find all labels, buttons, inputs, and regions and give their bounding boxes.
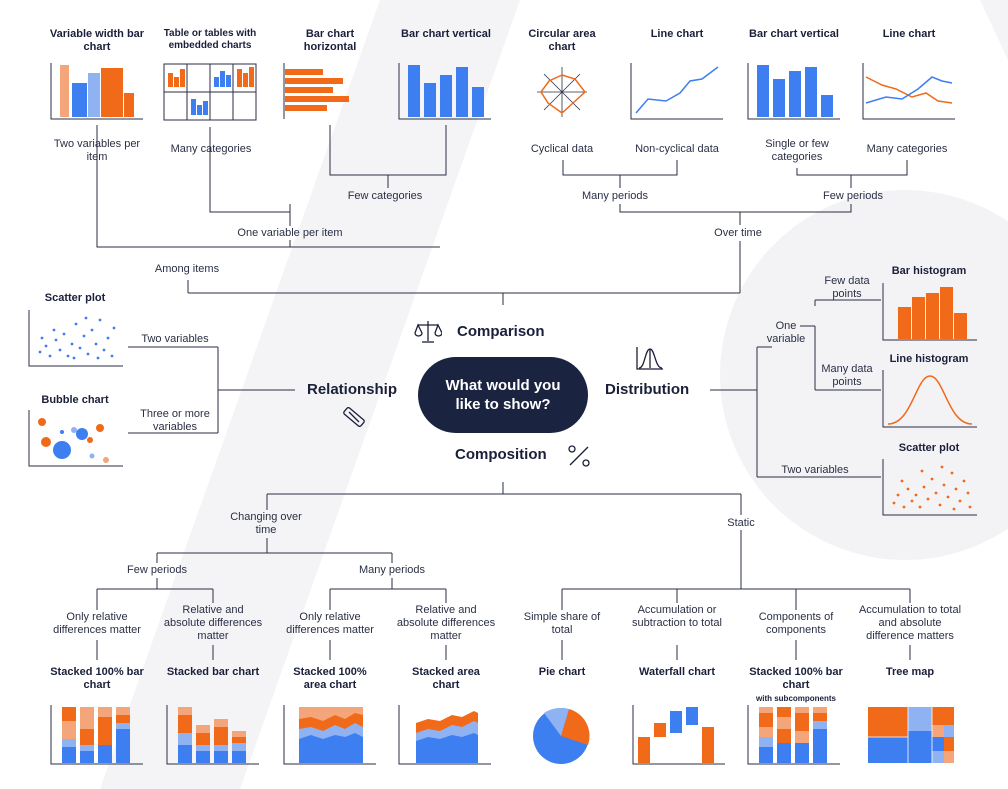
title-line-chart-2: Line chart: [882, 28, 936, 40]
title-bar-histogram: Bar histogram: [891, 265, 967, 277]
thumb-table-embedded: [163, 63, 257, 121]
title-bubble-chart: Bubble chart: [41, 394, 109, 406]
category-comparison: Comparison: [457, 323, 545, 340]
relationship-link-icon: [343, 407, 365, 427]
title-bar-chart-horizontal: Bar chart horizontal: [303, 28, 357, 53]
label-static: Static: [727, 517, 755, 529]
title-stacked-100-bar-subcomponents: Stacked 100% bar chart with subcomponents: [746, 666, 846, 705]
thumb-bar-horizontal: [283, 63, 349, 119]
title-tree-map: Tree map: [885, 666, 935, 678]
label-one-variable: One variable: [766, 320, 806, 345]
title-line-histogram: Line histogram: [889, 353, 969, 365]
thumb-line-histogram: [882, 370, 977, 428]
label-non-cyclical-data: Non-cyclical data: [635, 143, 719, 155]
label-many-periods: Many periods: [581, 190, 649, 202]
thumb-bubble-chart: [28, 410, 123, 467]
thumb-pie-chart: [533, 707, 590, 764]
category-relationship: Relationship: [307, 381, 398, 398]
title-scatter-plot-distribution: Scatter plot: [898, 442, 960, 454]
label-three-or-more-variables: Three or more variables: [140, 408, 210, 433]
title-bar-chart-vertical-1: Bar chart vertical: [401, 28, 491, 40]
label-many-categories-left: Many categories: [170, 143, 252, 155]
label-few-periods-composition: Few periods: [127, 564, 187, 576]
title-line-chart-1: Line chart: [650, 28, 704, 40]
thumb-bar-histogram: [882, 283, 977, 341]
label-two-variables-distribution: Two variables: [781, 464, 849, 476]
center-question: What would you like to show?: [418, 357, 588, 433]
title-stacked-bar-chart: Stacked bar chart: [166, 666, 260, 678]
label-few-categories: Few categories: [347, 190, 423, 202]
thumb-line-chart-1: [630, 63, 723, 120]
label-only-relative-1: Only relative differences matter: [53, 611, 141, 636]
label-relative-absolute-1: Relative and absolute differences matter: [163, 604, 263, 642]
label-two-variables-per-item: Two variables per item: [53, 138, 141, 163]
label-single-few-categories: Single or few categories: [765, 138, 829, 163]
label-components-of-components: Components of components: [758, 611, 834, 636]
title-scatter-plot-relationship: Scatter plot: [44, 292, 106, 304]
thumb-bar-vertical-1: [398, 63, 491, 120]
title-stacked-100-area-chart: Stacked 100% area chart: [293, 666, 367, 691]
center-question-text: What would you like to show?: [445, 377, 561, 413]
thumb-tree-map: [868, 707, 954, 763]
title-subcomponents-note: with subcomponents: [756, 694, 836, 703]
thumb-line-chart-2: [862, 63, 955, 120]
thumb-circular-area: [537, 67, 587, 117]
thumb-stacked-100-bar-sub: [747, 705, 840, 765]
label-relative-absolute-2: Relative and absolute differences matter: [396, 604, 496, 642]
label-among-items: Among items: [154, 263, 220, 275]
title-variable-width-bar-chart: Variable width bar chart: [49, 28, 145, 53]
label-many-data-points: Many data points: [821, 363, 873, 388]
thumb-waterfall: [632, 705, 725, 765]
label-few-periods: Few periods: [823, 190, 883, 202]
title-circular-area-chart: Circular area chart: [528, 28, 596, 53]
scales-icon: [414, 321, 442, 343]
label-one-variable-per-item: One variable per item: [237, 227, 343, 239]
label-accumulation-subtraction: Accumulation or subtraction to total: [632, 604, 722, 629]
title-waterfall-chart: Waterfall chart: [638, 666, 716, 678]
thumb-bar-vertical-2: [747, 63, 840, 120]
title-table-embedded-charts: Table or tables with embedded charts: [163, 28, 257, 51]
label-over-time: Over time: [714, 227, 762, 239]
label-few-data-points: Few data points: [824, 275, 870, 300]
category-distribution: Distribution: [605, 381, 690, 398]
label-many-categories-right: Many categories: [866, 143, 948, 155]
title-stacked-100-bar-subcomponents-main: Stacked 100% bar chart: [749, 666, 843, 691]
title-stacked-area-chart: Stacked area chart: [412, 666, 480, 691]
title-stacked-100-bar-chart: Stacked 100% bar chart: [50, 666, 144, 691]
thumb-scatter-relationship: [28, 310, 123, 367]
percent-icon: [568, 445, 590, 467]
bell-curve-icon: [636, 347, 663, 370]
label-many-periods-composition: Many periods: [358, 564, 426, 576]
thumb-scatter-distribution: [882, 459, 977, 516]
title-bar-chart-vertical-2: Bar chart vertical: [749, 28, 839, 40]
thumb-stacked-100-bar: [50, 705, 143, 765]
thumb-stacked-100-area: [283, 705, 376, 765]
label-two-variables: Two variables: [141, 333, 209, 345]
label-simple-share: Simple share of total: [523, 611, 601, 636]
title-pie-chart: Pie chart: [538, 666, 586, 678]
thumb-stacked-bar: [166, 705, 259, 765]
label-changing-over-time: Changing over time: [230, 511, 302, 536]
category-composition: Composition: [455, 446, 547, 463]
thumb-stacked-area: [398, 705, 491, 765]
label-only-relative-2: Only relative differences matter: [286, 611, 374, 636]
thumb-variable-width-bar: [50, 63, 143, 120]
label-accumulation-to-total: Accumulation to total and absolute diffe…: [858, 604, 962, 642]
label-cyclical-data: Cyclical data: [530, 143, 594, 155]
